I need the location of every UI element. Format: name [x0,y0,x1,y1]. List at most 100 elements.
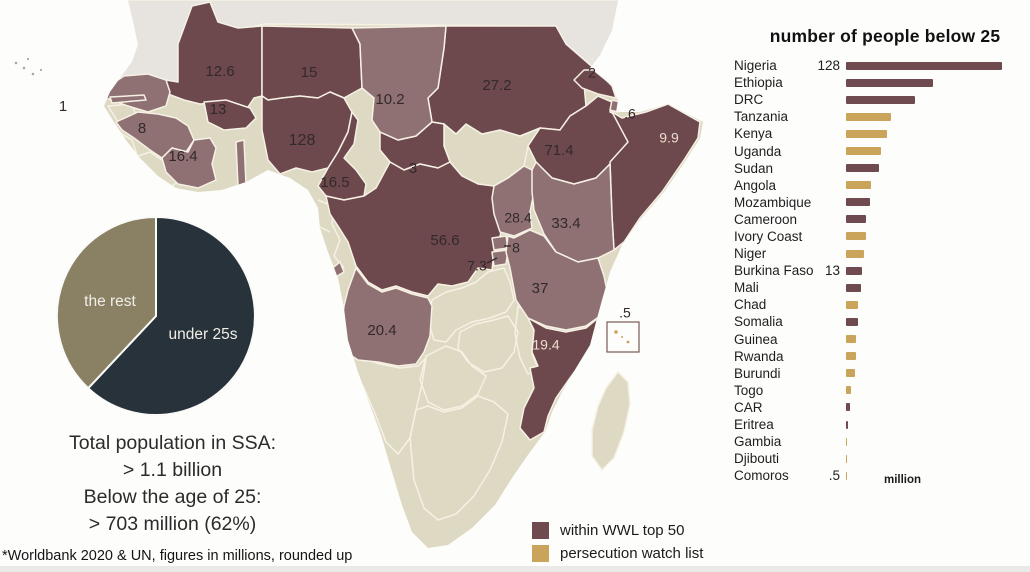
stats-line: > 703 million (62%) [88,512,257,535]
bar-row-rwanda: Rwanda [734,348,1030,365]
bar-country-label: Cameroon [734,211,798,227]
bar-row-drc: DRC [734,91,1030,108]
map-label-car: 3 [409,160,417,177]
bar-row-angola: Angola [734,177,1030,194]
bar-country-label: Burundi [734,365,781,381]
bar-row-comoros: Comoros .5 [734,467,1030,484]
bar-row-mali: Mali [734,279,1030,296]
pie-label-under-25s: under 25s [169,326,238,343]
bar-row-gambia: Gambia [734,433,1030,450]
bar [846,352,856,361]
bar [846,386,851,395]
cape-verde-islands [14,57,43,76]
country-ivory-coast [161,137,217,189]
bar-row-uganda: Uganda [734,142,1030,159]
bar [846,147,881,156]
bar-row-chad: Chad [734,296,1030,313]
bar-country-label: Tanzania [734,109,789,125]
population-stats: Total population in SSA: > 1.1 billion Bel… [10,430,335,538]
country-somalia [609,103,701,251]
map-label-niger: 15 [301,64,318,81]
country-zimbabwe [457,315,519,373]
bar-country-label: CAR [734,399,763,415]
map-label-uganda: 28.4 [504,210,531,226]
bar-value-label: 128 [817,58,840,74]
country-botswana [419,345,487,411]
bar [846,181,871,190]
map-label-mozambique: 19.4 [532,337,559,353]
stats-line: > 1.1 billion [122,458,223,481]
pie-slice-the-rest [55,216,157,390]
bar [846,95,915,104]
country-kenya [531,161,615,263]
bar-country-label: Nigeria [734,58,777,74]
map-label-burundi: 7.3 [467,258,487,274]
country-zambia [427,267,515,343]
country-burundi [491,249,509,267]
bar-country-label: Somalia [734,314,783,330]
bar-country-label: Chad [734,297,767,313]
map-label-guinea: 8 [138,120,146,137]
bar [846,454,847,463]
countries-wwl-top50 [165,1,701,441]
map-label-mali: 12.6 [205,63,234,80]
map-label-djibouti: .6 [624,106,636,122]
wwl-swatch [532,522,549,539]
bar-country-label: Mozambique [734,194,812,210]
bar-country-label: Angola [734,177,777,193]
bar-country-label: Mali [734,280,759,296]
bar-country-label: Togo [734,382,764,398]
bar [846,420,849,429]
bar-country-label: Djibouti [734,451,780,467]
countries-watch-list [105,25,621,367]
bar-country-label: Kenya [734,126,773,142]
map-label-ethiopia: 71.4 [544,142,573,159]
map-value-labels: 1 12.6 15 13 8 16.4 128 16.5 10.2 27.2 2 .6 71.4 9.9 3… [59,63,679,353]
stats-line: Below the age of 25: [83,485,262,508]
bar [846,369,855,378]
bar [846,283,862,292]
bar [846,232,866,241]
bar-country-label: Eritrea [734,417,774,433]
bar-chart-title: number of people below 25 [769,26,1001,46]
map-label-somalia: 9.9 [659,130,679,146]
bar-country-label: Burkina Faso [734,263,814,279]
bar-row-burundi: Burundi [734,365,1030,382]
bar-row-sudan: Sudan [734,160,1030,177]
map-legend: within WWL top 50 persecution watch list [532,519,703,565]
bar-country-label: Sudan [734,160,774,176]
bar [846,335,856,344]
bar-row-burkina-faso: Burkina Faso 13 [734,262,1030,279]
bar-row-tanzania: Tanzania [734,108,1030,125]
map-label-burkina-faso: 13 [210,101,227,118]
pie-label-the-rest: the rest [84,293,136,310]
map-label-nigeria: 128 [289,132,316,149]
bar [846,164,880,173]
bar [846,112,892,121]
bar-country-label: Gambia [734,434,782,450]
bar [846,249,865,258]
bar-row-ethiopia: Ethiopia [734,74,1030,91]
country-gambia [109,94,147,104]
watchlist-swatch [532,545,549,562]
bar-row-eritrea: Eritrea [734,416,1030,433]
bar-row-kenya: Kenya [734,125,1030,142]
bar [846,215,867,224]
bar [846,266,862,275]
bar-row-ivory-coast: Ivory Coast [734,228,1030,245]
bar-row-togo: Togo [734,382,1030,399]
unit-label: million [884,474,922,486]
bar-country-label: Guinea [734,331,778,347]
bar-row-djibouti: Djibouti [734,450,1030,467]
bar-row-niger: Niger [734,245,1030,262]
bar-country-label: Niger [734,246,767,262]
country-burkina-faso [203,99,257,131]
source-footnote: *Worldbank 2020 & UN, figures in million… [2,548,353,564]
map-label-chad: 10.2 [375,91,404,108]
map-label-tanzania: 37 [532,280,549,297]
country-uganda [491,165,535,237]
map-pointer-burundi [486,257,498,264]
bar [846,471,847,480]
pie-slice-labels: under 25s the rest [84,293,238,343]
bar-row-mozambique: Mozambique [734,194,1030,211]
